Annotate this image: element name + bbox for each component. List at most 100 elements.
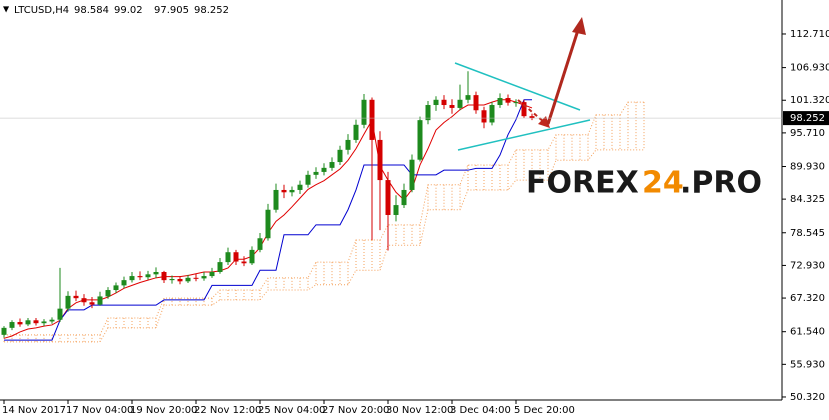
ohlc-open: 98.584 <box>74 5 109 16</box>
candle-body <box>257 238 263 250</box>
y-tick-label: 50.320 <box>790 392 825 403</box>
header-icon: ▼ <box>3 5 10 14</box>
candle-body <box>361 99 367 125</box>
candle-body <box>33 320 39 324</box>
candle-body <box>457 99 463 108</box>
candle-body <box>425 105 431 121</box>
x-tick-label: 27 Nov 20:00 <box>322 405 389 416</box>
y-tick-label: 101.320 <box>790 95 829 106</box>
cloud-edge <box>4 149 644 343</box>
candle-body <box>73 295 79 299</box>
arrow-head <box>572 17 586 35</box>
candle-body <box>161 272 167 281</box>
candle-body <box>225 252 231 263</box>
candle-body <box>57 308 63 320</box>
candle-body <box>353 124 359 140</box>
candle-body <box>369 99 375 140</box>
x-tick-label: 5 Dec 20:00 <box>514 405 575 416</box>
candle-body <box>65 295 71 309</box>
candle-body <box>313 171 319 175</box>
candle-body <box>321 167 327 172</box>
candle-body <box>505 98 511 103</box>
watermark: FOREX 24 .PRO <box>526 166 762 201</box>
candle-body <box>97 296 103 305</box>
watermark-text: FOREX <box>526 166 639 201</box>
x-tick-label: 17 Nov 04:00 <box>66 405 133 416</box>
candle-body <box>17 322 23 325</box>
candle-body <box>449 105 455 108</box>
candle-body <box>345 139 351 150</box>
watermark-text: 24 <box>642 166 684 201</box>
arrow-up <box>546 29 580 125</box>
candle-body <box>201 276 207 279</box>
candle-body <box>137 276 143 278</box>
candle-body <box>305 174 311 185</box>
candle-body <box>473 95 479 111</box>
candle-body <box>393 205 399 215</box>
candle-body <box>249 249 255 264</box>
candle-body <box>105 290 111 297</box>
y-tick-label: 72.930 <box>790 260 825 271</box>
ohlc-close: 98.252 <box>194 5 229 16</box>
candle-body <box>441 99 447 106</box>
candle-body <box>521 102 527 117</box>
x-tick-label: 25 Nov 04:00 <box>258 405 325 416</box>
candle-body <box>409 159 415 190</box>
ohlc-low: 97.905 <box>154 5 189 16</box>
candle-body <box>1 327 7 335</box>
candle-body <box>81 298 87 303</box>
cloud <box>3 101 645 343</box>
plot-area <box>0 0 782 400</box>
candle-body <box>417 120 423 160</box>
x-tick-label: 19 Nov 20:00 <box>130 405 197 416</box>
candle-body <box>241 261 247 264</box>
candle-body <box>185 277 191 282</box>
x-tick-label: 22 Nov 12:00 <box>194 405 261 416</box>
candle-body <box>89 302 95 305</box>
y-tick-label: 55.930 <box>790 359 825 370</box>
candle-body <box>153 272 159 275</box>
candle-body <box>209 272 215 277</box>
candle-body <box>489 105 495 123</box>
candle-body <box>9 322 15 328</box>
candle-body <box>25 320 31 325</box>
y-tick-label: 61.540 <box>790 327 825 338</box>
trend-line-lower <box>457 119 591 151</box>
candle-body <box>281 189 287 193</box>
candle-body <box>193 277 199 279</box>
candle-body <box>529 116 535 119</box>
candle-body <box>113 285 119 291</box>
cloud-edge <box>4 101 644 336</box>
candle-body <box>41 321 47 324</box>
y-tick-label: 84.325 <box>790 194 825 205</box>
candle-body <box>289 189 295 193</box>
candle-body <box>337 149 343 163</box>
y-tick-label: 95.710 <box>790 128 825 139</box>
y-tick-label: 67.320 <box>790 293 825 304</box>
candle-body <box>169 278 175 281</box>
watermark-text: .PRO <box>680 166 762 201</box>
symbol: LTCUSD,H4 <box>14 5 69 16</box>
candle-body <box>217 262 223 272</box>
candle-body <box>329 162 335 168</box>
candle-body <box>465 95 471 100</box>
arrow-head <box>538 116 550 128</box>
x-tick-label: 30 Nov 12:00 <box>386 405 453 416</box>
candle-body <box>481 110 487 123</box>
ohlc-high: 99.02 <box>114 5 143 16</box>
x-tick-label: 3 Dec 04:00 <box>450 405 511 416</box>
y-tick-label: 106.930 <box>790 63 829 74</box>
x-tick-label: 14 Nov 2017 <box>2 405 66 416</box>
candle-body <box>121 280 127 286</box>
candle-body <box>513 102 519 104</box>
header: ▼ LTCUSD,H4 98.584 99.02 97.905 98.252 <box>3 5 229 17</box>
candle-body <box>145 274 151 278</box>
candle-body <box>297 184 303 190</box>
candles <box>1 71 535 338</box>
trend-line-upper <box>454 62 581 111</box>
candle-body <box>233 252 239 262</box>
candle-body <box>265 209 271 239</box>
y-tick-label: 78.545 <box>790 228 825 239</box>
candle-body <box>49 319 55 322</box>
